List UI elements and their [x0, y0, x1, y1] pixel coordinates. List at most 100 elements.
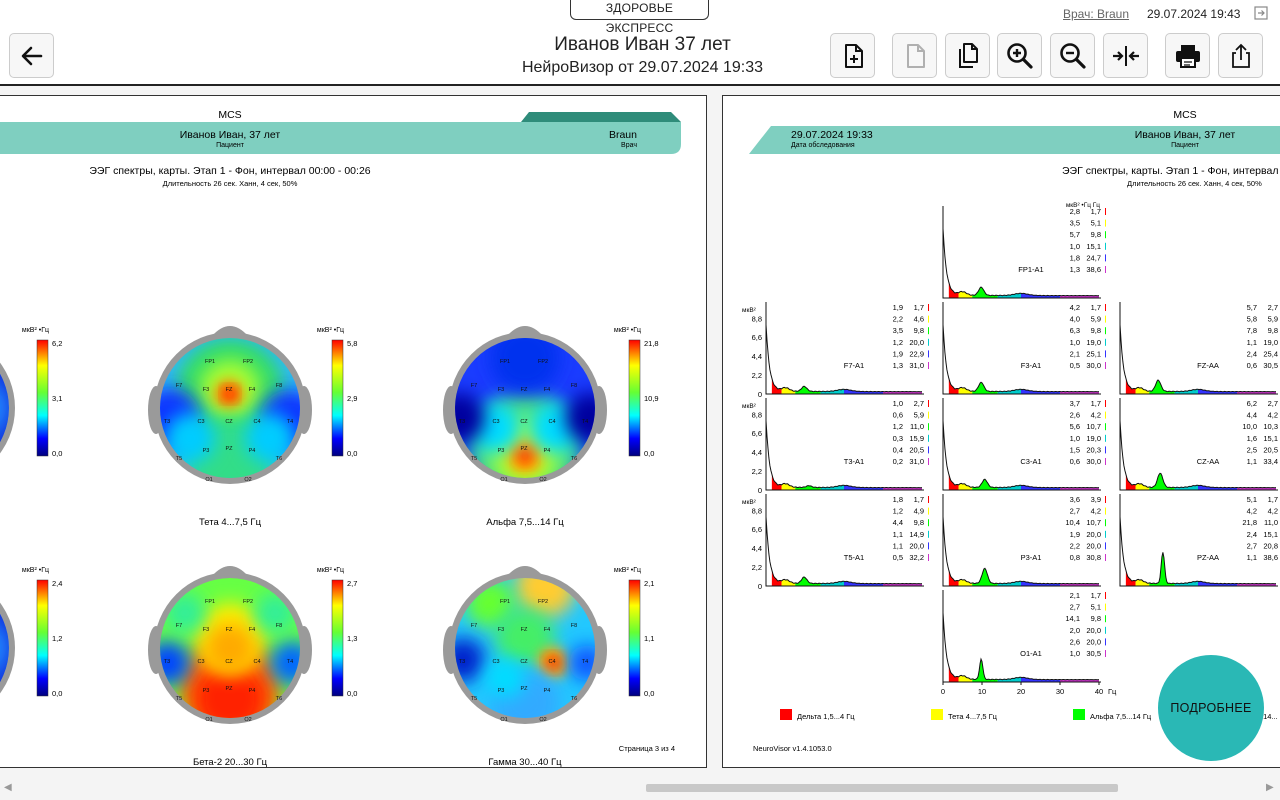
scroll-right-icon[interactable]: ▶ — [1266, 782, 1274, 793]
head-map-partial — [0, 338, 15, 478]
channel-name: FP1-A1 — [1018, 265, 1043, 274]
band-marker — [928, 350, 929, 358]
band-marker — [1105, 496, 1106, 503]
amplitude-value: 1,9 — [893, 349, 903, 358]
scale-max: 2,7 — [347, 579, 357, 588]
frequency-value: 1,7 — [1091, 399, 1101, 408]
print-icon — [1175, 44, 1200, 68]
add-page-button[interactable] — [830, 33, 875, 78]
amplitude-value: 1,0 — [1070, 649, 1080, 658]
amplitude-value: 1,9 — [1070, 530, 1080, 539]
back-button[interactable] — [9, 33, 54, 78]
amplitude-value: 2,5 — [1247, 445, 1257, 454]
more-details-button[interactable]: ПОДРОБНЕЕ — [1158, 655, 1264, 761]
band-marker — [928, 362, 929, 369]
spectrum-line — [942, 612, 1100, 681]
add-page-icon — [844, 43, 863, 68]
scroll-left-icon[interactable]: ◀ — [4, 782, 12, 793]
frequency-value: 20,0 — [909, 338, 924, 347]
frequency-value: 10,7 — [1086, 518, 1101, 527]
electrode-label: F8 — [571, 623, 577, 629]
electrode-label: CZ — [520, 659, 528, 665]
electrode-label: P4 — [544, 448, 551, 454]
legend-label: Дельта 1,5...4 Гц — [797, 712, 855, 721]
spectrum-axes — [942, 206, 1101, 299]
band-marker — [928, 519, 929, 527]
scale-bar — [331, 339, 344, 457]
frequency-value: 1,7 — [1091, 591, 1101, 600]
current-datetime: 29.07.2024 19:43 — [1147, 7, 1241, 21]
scale-unit: мкВ² •Гц — [614, 567, 641, 574]
doctor-link[interactable]: Врач: Braun — [1063, 7, 1130, 21]
page-button[interactable] — [892, 33, 937, 78]
channel-name: T5-A1 — [844, 553, 864, 562]
electrode-label: T6 — [276, 456, 282, 462]
amplitude-value: 0,2 — [893, 457, 903, 466]
legend-label: Альфа 7,5...14 Гц — [1090, 712, 1152, 721]
exit-icon[interactable] — [1254, 6, 1268, 20]
share-button[interactable] — [1218, 33, 1263, 78]
frequency-value: 4,2 — [1091, 507, 1101, 516]
amplitude-value: 0,4 — [893, 445, 903, 454]
band-marker — [1105, 266, 1106, 273]
band-marker — [1105, 208, 1106, 215]
frequency-value: 5,1 — [1091, 219, 1101, 228]
report-subheading-right: Длительность 26 сек. Ханн, 4 сек, 50% — [1127, 179, 1262, 188]
electrode-label: FP2 — [243, 359, 253, 365]
amplitude-value: 1,2 — [893, 507, 903, 516]
electrode-label: C4 — [253, 659, 260, 665]
fit-width-icon — [1112, 45, 1139, 66]
org-label-right: MCS — [1173, 109, 1196, 121]
electrode-label: F4 — [249, 627, 255, 633]
spectrum-band — [795, 485, 821, 490]
copy-pages-button[interactable] — [945, 33, 990, 78]
scale-mid: 10,9 — [644, 394, 659, 403]
band-marker — [928, 542, 929, 550]
band-marker — [1105, 327, 1106, 335]
frequency-value: 20,3 — [1086, 445, 1101, 454]
frequency-value: 2,7 — [914, 399, 924, 408]
report-page-left[interactable]: MCS Иванов Иван, 37 лет Пациент Braun Вр… — [0, 95, 707, 768]
spectrum-band — [1125, 474, 1136, 490]
spectrum-band — [948, 666, 959, 682]
frequency-value: 10,7 — [1086, 422, 1101, 431]
frequency-value: 14,9 — [909, 530, 924, 539]
share-icon — [1231, 43, 1250, 68]
band-marker — [1105, 304, 1106, 311]
electrode-label: CZ — [520, 419, 528, 425]
amplitude-value: 1,6 — [1247, 434, 1257, 443]
spectrum-band — [1149, 552, 1175, 586]
channel-name: F7-A1 — [844, 361, 864, 370]
band-marker — [1105, 554, 1106, 561]
electrode-label: P4 — [249, 448, 256, 454]
legend-swatch — [780, 709, 792, 720]
electrode-label: T6 — [571, 696, 577, 702]
y-unit: мкВ² — [742, 307, 757, 314]
print-button[interactable] — [1165, 33, 1210, 78]
zoom-in-button[interactable] — [997, 33, 1042, 78]
doctor-name: Braun — [609, 129, 637, 141]
frequency-value: 30,0 — [1086, 457, 1101, 466]
frequency-value: 2,7 — [1268, 303, 1278, 312]
fit-width-button[interactable] — [1103, 33, 1148, 78]
amplitude-value: 0,6 — [1070, 457, 1080, 466]
band-marker — [928, 458, 929, 465]
channel-name: FZ-AA — [1197, 361, 1219, 370]
scrollbar-thumb[interactable] — [646, 784, 1118, 792]
spectrum-line — [765, 324, 923, 393]
horizontal-scrollbar[interactable]: ◀ ▶ — [0, 780, 1280, 796]
spectrum-plot: FZ-AA 5,7 2,7 5,8 5,9 7,8 9,8 1,1 19,0 2,4 25,4 0,6… — [1119, 302, 1278, 395]
channel-name: O1-A1 — [1020, 649, 1042, 658]
band-marker — [1105, 434, 1106, 442]
legend-item: Тета 4...7,5 Гц — [931, 709, 998, 721]
spectrum-line — [942, 420, 1100, 489]
band-marker — [928, 530, 929, 538]
zoom-out-button[interactable] — [1050, 33, 1095, 78]
scale-min: 0,0 — [644, 449, 654, 458]
frequency-value: 20,8 — [1263, 541, 1278, 550]
y-tick: 4,4 — [752, 352, 762, 361]
amplitude-value: 1,0 — [1070, 242, 1080, 251]
band-marker — [928, 315, 929, 323]
